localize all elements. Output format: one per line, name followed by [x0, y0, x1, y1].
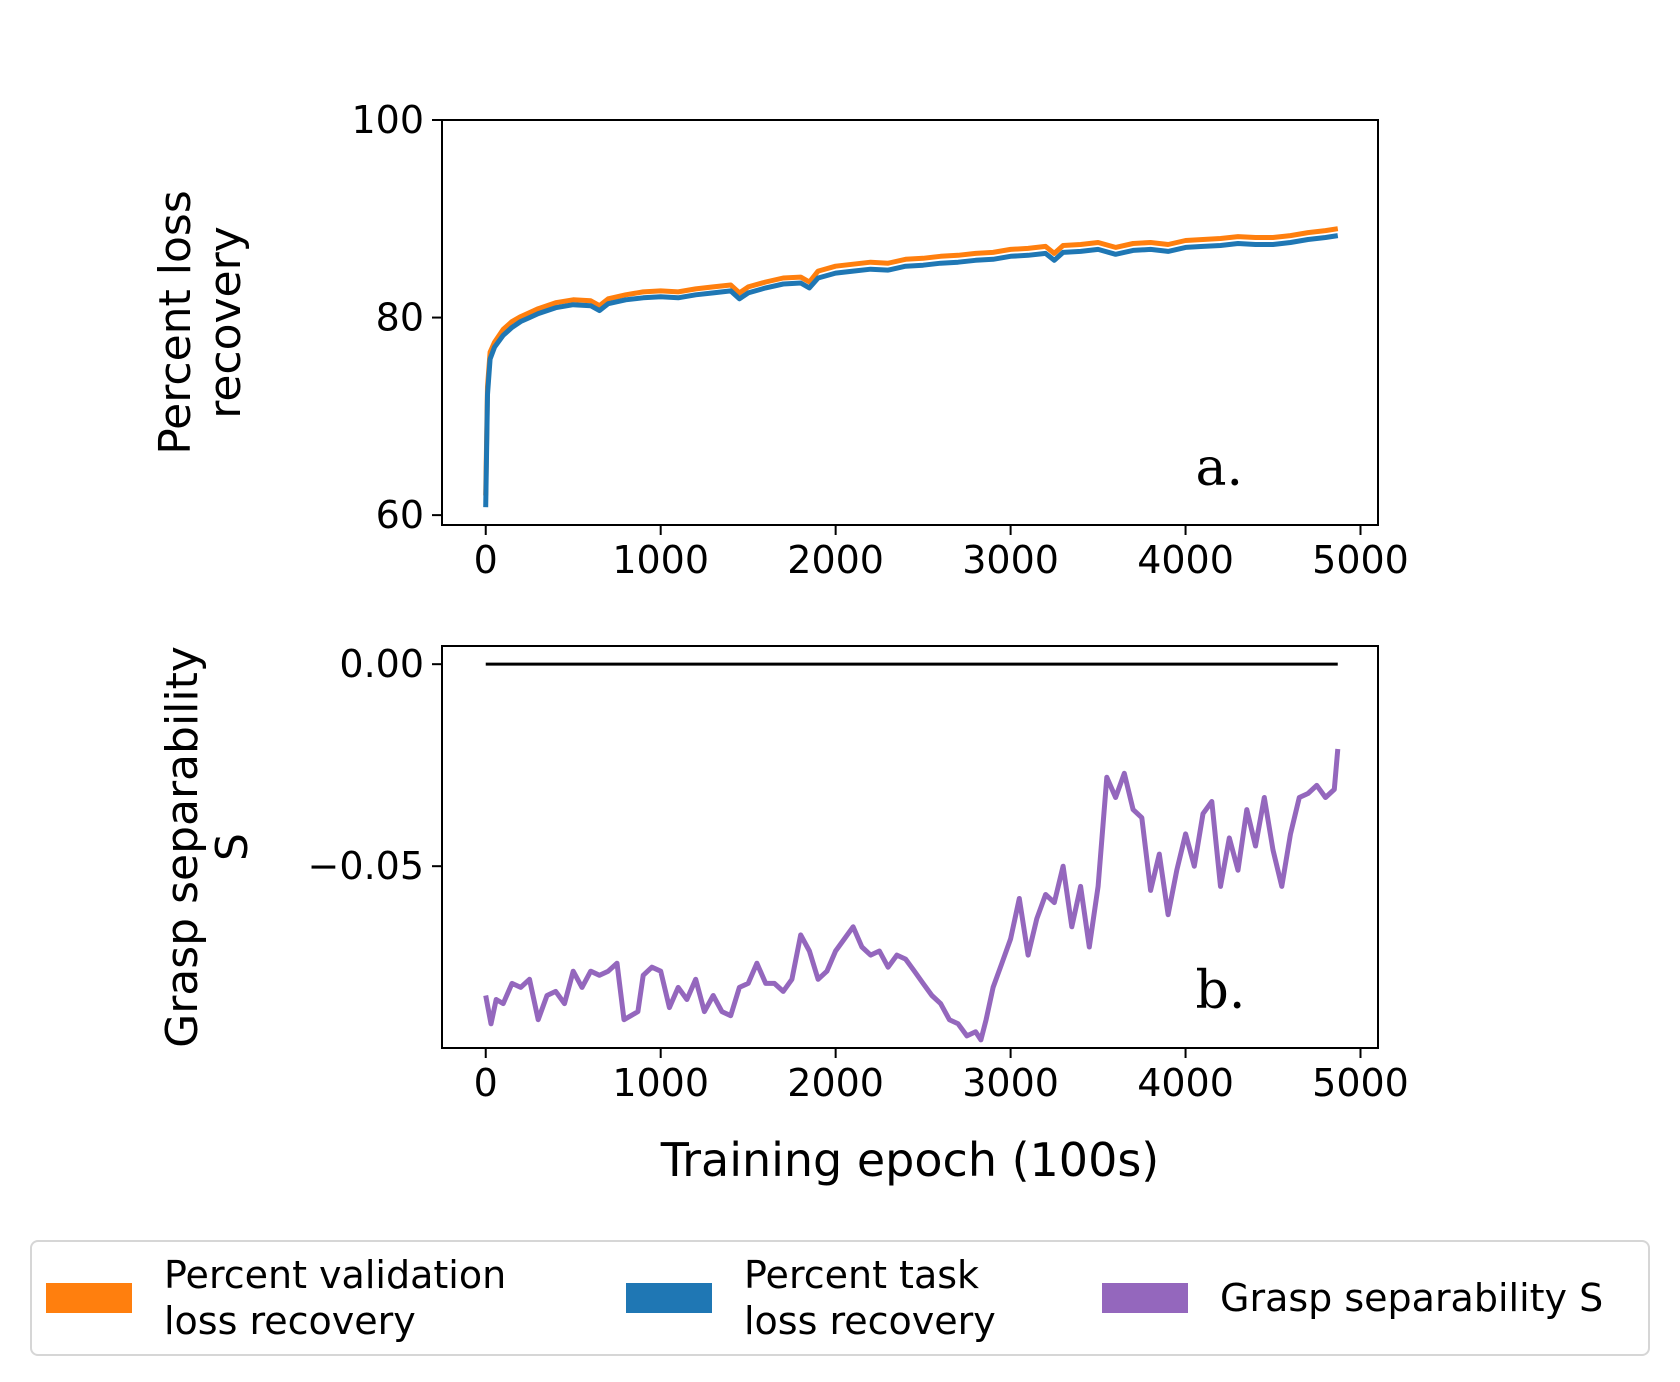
- x-tick-label: 3000: [962, 538, 1059, 582]
- legend-item-validation: Percent validation loss recovery: [46, 1242, 506, 1354]
- x-tick-label: 2000: [787, 1061, 884, 1105]
- axes-frame: [441, 119, 1379, 526]
- x-tick-label: 5000: [1312, 538, 1409, 582]
- y-tick-label: 100: [351, 98, 424, 142]
- legend: Percent validation loss recovery Percent…: [30, 1240, 1650, 1356]
- x-tick-label: 2000: [787, 538, 884, 582]
- legend-item-task: Percent task loss recovery: [626, 1242, 996, 1354]
- legend-label-validation: Percent validation loss recovery: [164, 1253, 507, 1343]
- series-line-validation: [483, 226, 1339, 496]
- x-tick-label: 1000: [612, 538, 709, 582]
- legend-swatch-task: [626, 1283, 712, 1313]
- chart-panel-b: 0 1000 2000 3000 4000 5000 0.00 −0.05 Grasp sepa…: [157, 642, 1409, 1187]
- y-tick-label: 60: [376, 493, 424, 537]
- y-tick-label: 80: [376, 296, 424, 340]
- y-axis-label: Percent loss: [150, 190, 201, 455]
- x-tick-label: 0: [474, 538, 498, 582]
- y-axis-label: Grasp separability: [157, 646, 208, 1048]
- series-line-separability: [483, 748, 1341, 1043]
- x-tick-label: 4000: [1137, 538, 1234, 582]
- x-tick-label: 3000: [962, 1061, 1059, 1105]
- x-axis-label: Training epoch (100s): [660, 1133, 1160, 1187]
- axes-frame: [441, 645, 1379, 1049]
- legend-label-separability: Grasp separability S: [1220, 1276, 1604, 1320]
- y-tick-label: −0.05: [308, 844, 424, 888]
- legend-swatch-separability: [1102, 1283, 1188, 1313]
- legend-label-task: Percent task loss recovery: [744, 1253, 996, 1343]
- x-tick-label: 5000: [1312, 1061, 1409, 1105]
- x-tick-label: 4000: [1137, 1061, 1234, 1105]
- legend-swatch-validation: [46, 1283, 132, 1313]
- series-line-task: [483, 233, 1339, 508]
- chart-panel-a: 0 1000 2000 3000 4000 5000 60 80 100 Percent loss…: [150, 98, 1409, 582]
- x-tick-label: 1000: [612, 1061, 709, 1105]
- y-tick-label: 0.00: [339, 642, 424, 686]
- x-tick-label: 0: [474, 1061, 498, 1105]
- y-axis-label: recovery: [200, 226, 251, 419]
- y-axis-label: S: [207, 833, 258, 861]
- panel-label: a.: [1196, 438, 1244, 498]
- legend-item-separability: Grasp separability S: [1102, 1242, 1603, 1354]
- panel-label: b.: [1196, 961, 1246, 1021]
